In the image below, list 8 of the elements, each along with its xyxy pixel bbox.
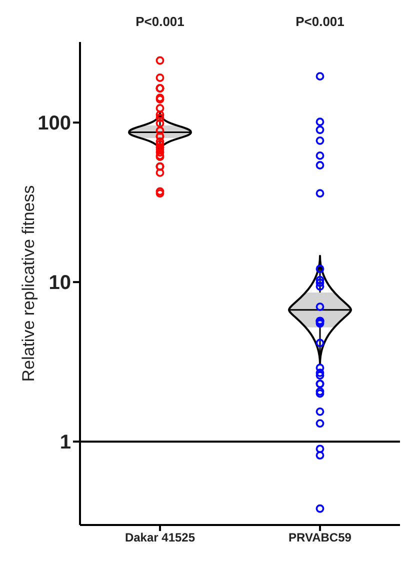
y-tick-label: 10	[48, 272, 71, 294]
x-tick-label: Dakar 41525	[124, 530, 196, 545]
text: P<0.001	[136, 14, 184, 29]
y-axis-title: Relative replicative fitness	[19, 185, 38, 382]
text: P<0.001	[296, 14, 344, 29]
x-tick-label: PRVABC59	[288, 530, 352, 545]
y-tick-label: 100	[38, 112, 71, 135]
y-tick-label: 1	[60, 432, 71, 454]
